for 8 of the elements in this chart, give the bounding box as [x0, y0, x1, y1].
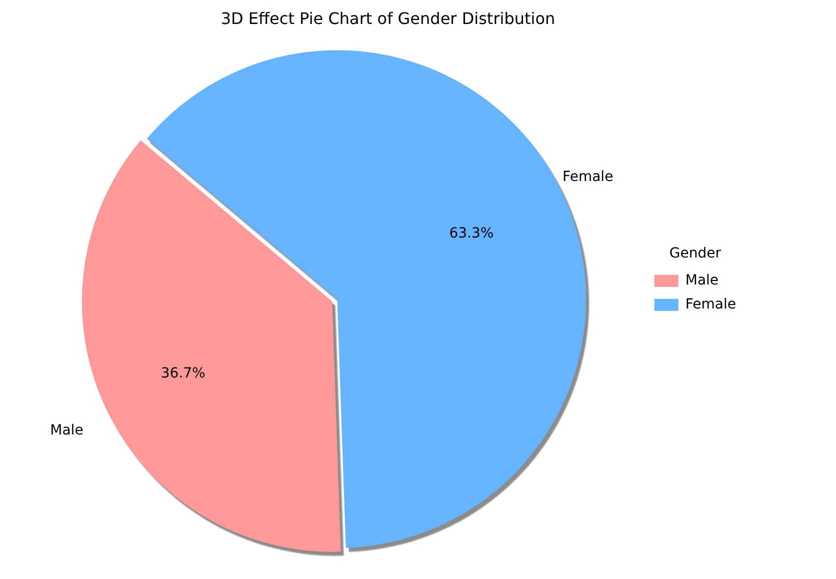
data-label: 36.7%: [160, 366, 206, 382]
legend-title: Gender: [669, 246, 722, 262]
data-label: 63.3%: [449, 225, 494, 242]
chart-title: 3D Effect Pie Chart of Gender Distribution: [220, 8, 556, 28]
legend-label: Female: [685, 296, 736, 313]
slice-label: Female: [562, 168, 614, 185]
slice-label: Male: [50, 422, 84, 438]
legend-label: Male: [685, 272, 719, 289]
